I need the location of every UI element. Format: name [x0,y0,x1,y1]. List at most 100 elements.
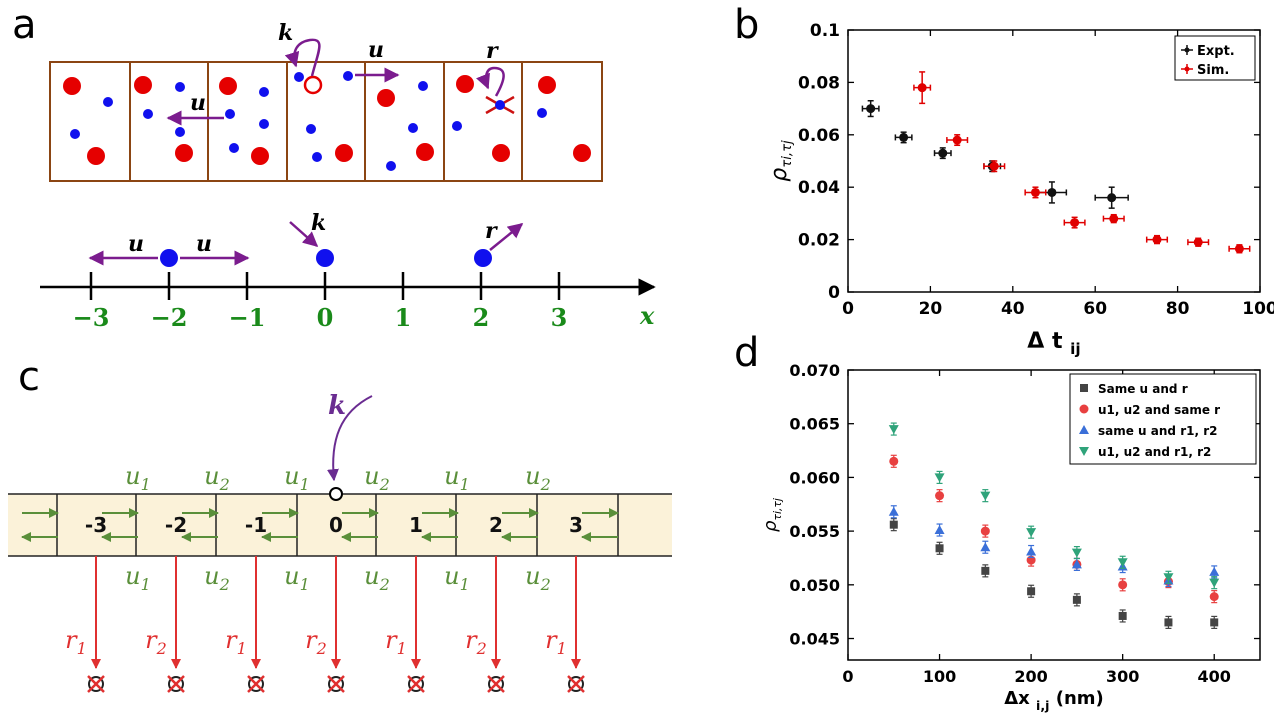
rate-label: r1 [545,626,567,658]
line-particle-left [160,249,178,267]
y-tick-label: 0.04 [798,178,840,198]
removed-site-icon [568,676,584,692]
x-tick-label: 20 [919,299,943,319]
line-label-u-right: u [196,231,212,257]
line-arrow-k [289,221,319,247]
line-label-r: r [485,218,498,244]
removal-cross [247,675,265,693]
y-tick-label: 0.060 [789,468,840,487]
legend-marker [1184,66,1190,72]
data-point [1152,235,1162,245]
panel-c-diagram: -3 -2 -1 0 1 2 3 u1 u2 u1 u2 u1 u2 u1 u2 u1 u2 u1 u2 r1 r2 r1… [8,391,672,693]
k-label: k [328,391,346,421]
data-point [889,520,898,529]
rate-label: r2 [145,626,167,658]
legend-label: same u and r1, r2 [1098,424,1217,438]
legend-label: Sim. [1197,63,1229,78]
line-arrow-r [489,223,524,251]
data-point [1163,573,1174,583]
line-label-u-left: u [128,231,144,257]
removal-cross [87,675,105,693]
removed-particle [495,100,505,110]
x-tick-label: 100 [1242,299,1274,319]
data-point [1118,611,1127,620]
removed-site-icon [248,676,264,692]
rate-label: u2 [204,562,230,594]
removed-site-icon [168,676,184,692]
removed-site-icon [328,676,344,692]
y-tick-label: 0.02 [798,231,840,251]
x-tick-label: 80 [1166,299,1190,319]
legend-label: u1, u2 and r1, r2 [1098,445,1211,459]
rate-label: u1 [444,562,470,594]
data-point [888,506,899,516]
y-axis-label: ρτi,τj [760,498,784,532]
y-tick-label: 0.070 [789,361,840,380]
data-point [1026,555,1036,565]
y-tick-label: 0.1 [810,21,840,41]
data-point [899,132,909,142]
creation-loop-arrow [284,38,321,77]
x-tick-label: −3 [73,303,110,332]
lattice-band [8,494,672,556]
data-point [1026,546,1037,556]
x-axis-label: x [639,301,655,330]
legend-marker [1079,404,1089,414]
rate-label: r1 [385,626,407,658]
data-point [1109,214,1119,224]
removed-site-icon [488,676,504,692]
data-point [1027,587,1036,596]
x-tick-label: 300 [1106,667,1139,686]
hollow-particle [303,75,323,95]
removal-cross [327,675,345,693]
large-particles [63,75,591,165]
data-point [1234,244,1244,254]
x-axis-ticks [89,272,561,300]
k-arrow [326,395,373,482]
rate-label: u1 [284,462,310,494]
line-label-k: k [311,210,326,236]
data-point [917,83,927,93]
data-point [1163,577,1173,587]
x-axis-label: Δx i,j (nm) [1004,688,1104,713]
x-tick-label: 100 [923,667,956,686]
x-axis-tick-labels: −3 −2 −1 0 1 2 3 [73,303,568,332]
x-tick-label: 0 [842,667,853,686]
box-label-u-left: u [190,90,206,116]
lattice-cells: -3 -2 -1 0 1 2 3 u1 u2 u1 u2 u1 u2 u1 u2 u1 u2 u1 u2 r1 r2 r1… [21,462,619,693]
data-point [987,161,997,171]
panel-label-c: c [18,354,40,400]
rate-label: r1 [225,626,247,658]
legend-label: Same u and r [1098,382,1188,396]
data-point [981,566,990,575]
data-point [1164,618,1173,627]
legend-marker [1184,47,1190,53]
data-point [1210,618,1219,627]
cell-label: 2 [489,513,503,537]
rate-label: u2 [364,562,390,594]
data-point [1072,559,1082,569]
data-point [980,526,990,536]
data-point [1026,528,1037,538]
compartment-boxes [49,61,603,182]
legend-label: Expt. [1197,44,1235,59]
x-tick-label: 2 [473,303,490,332]
removed-site-icon [408,676,424,692]
x-tick-label: 400 [1198,667,1231,686]
y-tick-label: 0.065 [789,415,840,434]
cell-label: 0 [329,513,343,537]
x-tick-label: −2 [151,303,188,332]
panel-label-b: b [734,2,760,48]
removal-cross [487,675,505,693]
removal-cross [567,675,585,693]
box-label-u-right: u [368,37,384,63]
y-tick-label: 0.045 [789,630,840,649]
data-point [1209,592,1219,602]
rate-label: u1 [125,562,151,594]
y-axis-label: ρτi,τj [767,140,795,182]
legend-box [1174,35,1256,81]
rate-label: u1 [125,462,151,494]
x-tick-label: 40 [1001,299,1025,319]
cell-label: -3 [85,513,107,537]
data-point [1107,193,1117,203]
